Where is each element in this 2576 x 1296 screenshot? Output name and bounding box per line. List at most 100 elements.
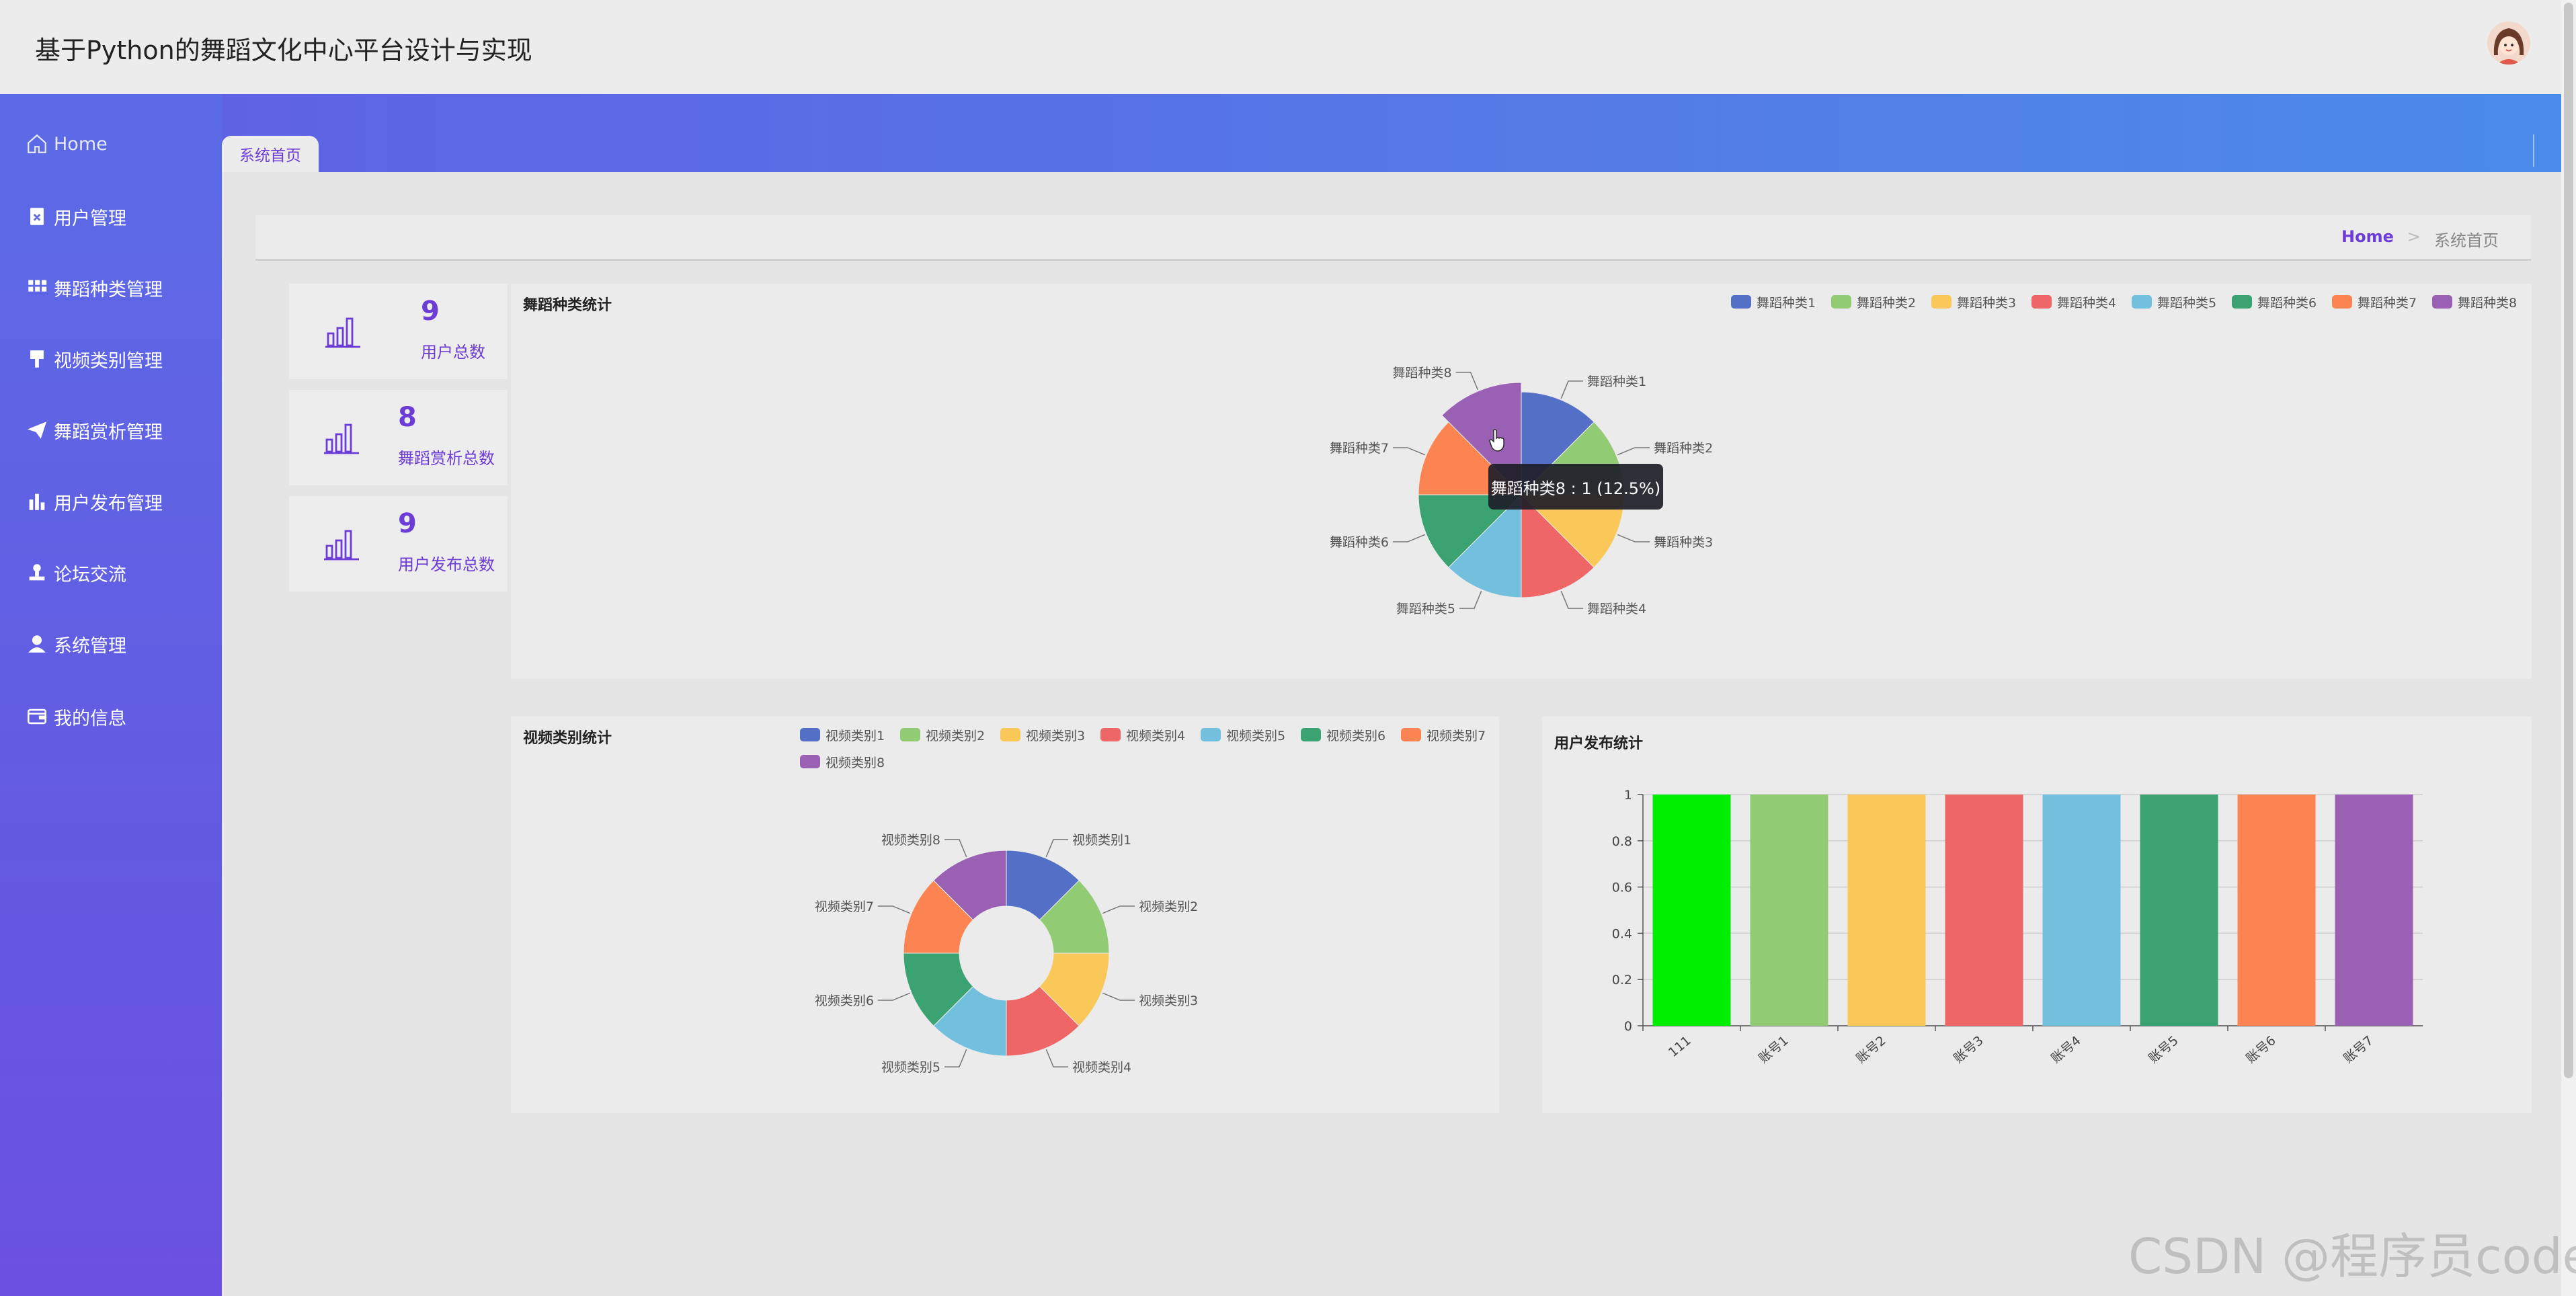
- stat-label: 舞蹈赏析总数: [398, 449, 495, 468]
- pie-label: 舞蹈种类2: [1654, 441, 1713, 456]
- legend-label: 视频类别3: [1026, 729, 1085, 743]
- dance-type-chart-panel: 舞蹈种类统计 舞蹈种类1 舞蹈种类2 舞蹈种类3 舞蹈种类4 舞蹈种类5 舞蹈种类6 舞蹈种…: [511, 284, 2532, 679]
- legend-label: 舞蹈种类3: [1957, 296, 2016, 311]
- chart-title: 用户发布统计: [1554, 735, 1644, 752]
- pie-label: 视频类别4: [1072, 1060, 1131, 1075]
- pie-slice: [1039, 953, 1110, 1026]
- sidebar-item-forum[interactable]: 论坛交流: [26, 553, 126, 593]
- sidebar-item-user-management[interactable]: 用户管理: [26, 196, 126, 237]
- pie-label-line: [944, 839, 967, 858]
- pie-slice: [1448, 493, 1522, 598]
- bar: [1750, 795, 1828, 1026]
- legend-label: 舞蹈种类7: [2358, 296, 2417, 311]
- pie-label: 视频类别8: [881, 833, 940, 848]
- pie-label-line: [1455, 372, 1479, 391]
- legend-swatch: [1831, 295, 1851, 309]
- scrollbar-thumb[interactable]: [2564, 3, 2573, 1078]
- pie-label-line: [1392, 534, 1426, 542]
- bar: [2237, 795, 2316, 1026]
- stat-value: 9: [421, 296, 440, 327]
- sidebar-item-video-category-management[interactable]: 视频类别管理: [26, 339, 163, 379]
- x-tick-label: 账号5: [2146, 1033, 2181, 1066]
- sidebar-item-home[interactable]: Home: [26, 124, 108, 164]
- pie-label: 舞蹈种类1: [1587, 374, 1646, 389]
- bar: [1847, 795, 1926, 1026]
- pie-slice: [1418, 494, 1523, 568]
- y-tick-label: 0.8: [1612, 834, 1632, 849]
- stats-icon: [324, 530, 359, 561]
- pie-label-line: [877, 992, 911, 1001]
- legend-swatch: [2332, 295, 2352, 309]
- app-title: 基于Python的舞蹈文化中心平台设计与实现: [35, 36, 532, 65]
- pie-label: 舞蹈种类5: [1396, 602, 1455, 616]
- sidebar-item-label: 视频类别管理: [54, 350, 163, 372]
- x-tick-label: 账号3: [1951, 1033, 1986, 1066]
- sidebar: Home 用户管理 舞蹈种类管理 视频类别管理 舞蹈赏析管理 用户发布管理 论坛…: [0, 94, 222, 1296]
- pie-label-line: [1045, 1049, 1069, 1067]
- bar: [2042, 795, 2121, 1026]
- stamp-icon: [29, 564, 45, 581]
- pie-slice: [933, 850, 1007, 921]
- legend-label: 舞蹈种类2: [1857, 296, 1916, 311]
- legend-swatch: [900, 728, 920, 741]
- pie-label: 视频类别7: [815, 899, 874, 914]
- breadcrumb-home-link[interactable]: Home: [2341, 227, 2394, 246]
- legend-swatch: [1301, 728, 1321, 741]
- banner-divider: [2533, 134, 2534, 167]
- stat-label: 用户总数: [421, 343, 485, 362]
- chart-tooltip: 舞蹈种类8 : 1 (12.5%): [1488, 464, 1663, 510]
- pie-label-line: [1560, 380, 1584, 399]
- pie-label: 舞蹈种类3: [1654, 535, 1713, 550]
- pie-label: 舞蹈种类7: [1330, 441, 1389, 456]
- chart-title: 舞蹈种类统计: [523, 297, 612, 314]
- sidebar-item-user-post-management[interactable]: 用户发布管理: [26, 481, 163, 522]
- page-scrollbar[interactable]: [2561, 0, 2576, 1296]
- video-category-donut-chart[interactable]: 视频类别1 视频类别2 视频类别3 视频类别4 视频类别5 视频类别6 视频类别7 视频类别8…: [511, 717, 1499, 1113]
- sidebar-item-system-management[interactable]: 系统管理: [26, 624, 126, 664]
- pie-label-line: [877, 905, 911, 914]
- x-tick-label: 账号1: [1756, 1033, 1792, 1066]
- chart-title: 视频类别统计: [523, 730, 612, 747]
- sidebar-item-dance-appreciation-management[interactable]: 舞蹈赏析管理: [26, 410, 163, 450]
- bar: [1652, 795, 1731, 1026]
- pie-slice: [903, 880, 974, 954]
- legend-label: 舞蹈种类6: [2257, 296, 2317, 311]
- pie-label: 视频类别6: [815, 994, 874, 1008]
- user-post-chart-panel: 用户发布统计 0 0.2 0.4 0.6 0.8 1 111 账号1 账号2 账号3 账号4 账号5 账…: [1542, 717, 2532, 1113]
- bar: [1945, 795, 2023, 1026]
- sidebar-item-dance-type-management[interactable]: 舞蹈种类管理: [26, 268, 163, 308]
- x-tick-label: 111: [1666, 1033, 1694, 1060]
- x-tick-label: 账号4: [2048, 1033, 2084, 1066]
- pie-label-line: [1459, 590, 1482, 609]
- pie-label-line: [1617, 447, 1650, 456]
- pie-label-line: [1102, 905, 1135, 914]
- pie-label: 视频类别2: [1139, 899, 1198, 914]
- pie-slice: [1521, 493, 1595, 598]
- user-manage-icon: [30, 208, 44, 225]
- y-tick-label: 0.4: [1612, 926, 1632, 941]
- tab-banner: [222, 94, 2561, 172]
- pie-slice: [1006, 985, 1080, 1057]
- x-tick-label: 账号6: [2243, 1033, 2279, 1066]
- watermark: CSDN @程序员code: [2128, 1228, 2576, 1285]
- video-category-chart-panel: 视频类别统计 视频类别1 视频类别2 视频类别3 视频类别4 视频类别5 视频类别6 视频类…: [511, 717, 1499, 1113]
- legend-swatch: [1100, 728, 1121, 741]
- wallet-icon: [27, 708, 47, 725]
- legend-label: 视频类别7: [1426, 729, 1486, 743]
- user-avatar[interactable]: [2487, 22, 2530, 65]
- pie-label: 视频类别3: [1139, 994, 1198, 1008]
- stat-value: 9: [398, 508, 417, 539]
- sidebar-item-my-info[interactable]: 我的信息: [26, 696, 126, 737]
- bar: [2140, 795, 2218, 1026]
- tab-home[interactable]: 系统首页: [222, 136, 319, 172]
- y-tick-label: 0.2: [1612, 973, 1632, 987]
- pie-label: 视频类别1: [1072, 833, 1131, 848]
- stat-card-appreciations: 8 舞蹈赏析总数: [289, 390, 508, 485]
- legend-label: 视频类别1: [826, 729, 885, 743]
- home-icon: [28, 134, 46, 153]
- grid-icon: [28, 280, 47, 292]
- stat-card-posts: 9 用户发布总数: [289, 496, 508, 592]
- legend-label: 舞蹈种类4: [2057, 296, 2116, 311]
- sidebar-item-label: 舞蹈种类管理: [54, 279, 163, 300]
